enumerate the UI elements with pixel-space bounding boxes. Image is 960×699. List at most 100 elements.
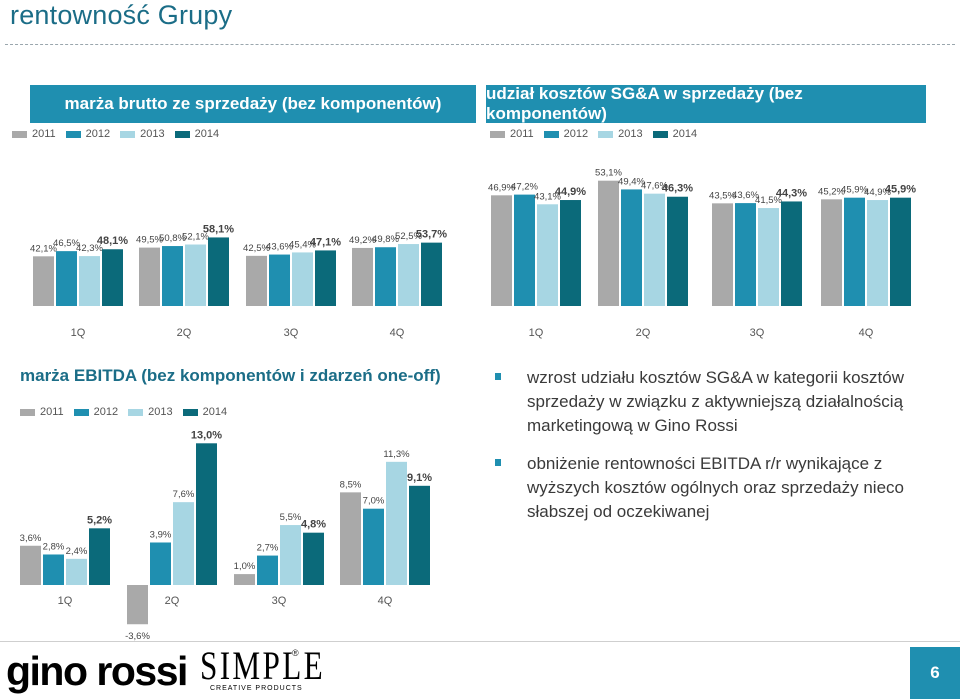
sga-bar-2014-1Q [560, 200, 581, 306]
sga-data-label: 53,1% [595, 168, 622, 179]
sga-bar-2013-3Q [758, 208, 779, 306]
legend-item-2013: 2013 [128, 406, 173, 418]
ebitda-data-label: 9,1% [407, 472, 432, 484]
legend-swatch [182, 408, 198, 416]
gross-category-label: 3Q [284, 327, 299, 339]
ebitda-category-label: 2Q [165, 595, 180, 607]
sga-data-label: 49,4% [618, 176, 645, 187]
legend-label: 2013 [140, 128, 165, 140]
legend-swatch [20, 408, 35, 416]
ebitda-bar-2012-3Q [257, 555, 278, 585]
gross-bar-2014-1Q [102, 249, 123, 306]
legend-label: 2012 [85, 128, 111, 140]
gross-data-label: 49,2% [349, 235, 376, 246]
legend-label: 2011 [40, 406, 64, 418]
bullet-text: wzrost udziału kosztów SG&A w kategorii … [527, 368, 904, 435]
gross-bar-2012-2Q [162, 246, 183, 306]
ebitda-bar-2012-2Q [150, 542, 171, 585]
ebitda-bar-2012-1Q [43, 554, 64, 585]
ebitda-data-label: 2,8% [43, 541, 65, 552]
ebitda-category-label: 4Q [378, 595, 393, 607]
legend-swatch [65, 130, 81, 138]
legend-label: 2011 [32, 128, 56, 140]
commentary: wzrost udziału kosztów SG&A w kategorii … [492, 366, 932, 538]
ebitda-bar-2013-1Q [66, 558, 87, 585]
ebitda-bar-2014-2Q [196, 443, 217, 585]
simple-logo: SIMPLE ® CREATIVE PRODUCTS [200, 646, 323, 696]
sga-bar-2014-4Q [890, 197, 911, 306]
legend-item-2012: 2012 [543, 128, 589, 140]
gross-data-label: 46,5% [53, 238, 80, 249]
legend-item-2011: 2011 [12, 128, 56, 140]
legend-swatch [490, 130, 505, 138]
ebitda-data-label: -3,6% [125, 631, 150, 642]
ebitda-bar-2014-1Q [89, 528, 110, 585]
gross-bar-2011-2Q [139, 247, 160, 306]
sga-bar-2011-4Q [821, 199, 842, 306]
page-number: 6 [910, 647, 960, 699]
sga-bar-2014-2Q [667, 196, 688, 306]
ebitda-data-label: 3,6% [20, 533, 42, 544]
legend-item-2013: 2013 [120, 128, 165, 140]
gross-bar-2011-1Q [33, 256, 54, 306]
gross-bar-2013-3Q [292, 252, 313, 306]
ebitda-category-label: 1Q [58, 595, 73, 607]
gross-data-label: 45,4% [289, 239, 316, 250]
sga-bar-2012-2Q [621, 189, 642, 306]
sga-data-label: 43,1% [534, 191, 561, 202]
ebitda-data-label: 4,8% [301, 519, 326, 531]
ebitda-data-label: 7,0% [363, 496, 385, 507]
gross-data-label: 42,3% [76, 243, 103, 254]
legend-item-2012: 2012 [65, 128, 111, 140]
gross-bar-2013-1Q [79, 256, 100, 306]
gross-margin-header: marża brutto ze sprzedaży (bez komponent… [30, 85, 476, 123]
gross-bar-2013-2Q [185, 244, 206, 306]
gino-rossi-logo: gino rossi [6, 648, 188, 694]
legend-label: 2014 [672, 128, 698, 140]
bullet-square-icon [495, 459, 501, 466]
footer-divider [0, 641, 960, 642]
gross-bar-2012-4Q [375, 247, 396, 306]
sga-data-label: 45,9% [885, 184, 916, 196]
legend-swatch [73, 408, 89, 416]
sga-bar-2013-1Q [537, 204, 558, 306]
gross-bar-2012-1Q [56, 251, 77, 306]
gross-data-label: 48,1% [97, 235, 128, 247]
ebitda-bar-2011-4Q [340, 492, 361, 585]
legend-swatch [128, 408, 144, 416]
gross-bar-2011-4Q [352, 247, 373, 306]
gross-category-label: 1Q [71, 327, 86, 339]
ebitda-margin-title: marża EBITDA (bez komponentów i zdarzeń … [20, 366, 441, 385]
gross-margin-legend: 2011 2012 2013 2014 [12, 128, 229, 140]
ebitda-data-label: 5,2% [87, 514, 112, 526]
legend-item-2014: 2014 [652, 128, 698, 140]
legend-label: 2014 [194, 128, 220, 140]
ebitda-data-label: 7,6% [173, 489, 195, 500]
legend-swatch [174, 130, 190, 138]
sga-data-label: 46,9% [488, 182, 515, 193]
sga-data-label: 41,5% [755, 195, 782, 206]
ebitda-data-label: 1,0% [234, 561, 256, 572]
legend-label: 2011 [510, 128, 534, 140]
legend-label: 2012 [563, 128, 589, 140]
legend-label: 2012 [93, 406, 119, 418]
legend-label: 2013 [618, 128, 643, 140]
ebitda-data-label: 5,5% [280, 512, 302, 523]
gross-bar-2014-4Q [421, 242, 442, 306]
sga-bar-2012-4Q [844, 197, 865, 306]
gross-data-label: 47,1% [310, 236, 341, 248]
gross-bar-2014-3Q [315, 250, 336, 306]
legend-label: 2014 [202, 406, 228, 418]
ebitda-data-label: 2,7% [257, 543, 279, 554]
legend-item-2012: 2012 [73, 406, 119, 418]
title-divider [5, 44, 955, 45]
gross-bar-2013-4Q [398, 244, 419, 306]
gross-category-label: 4Q [390, 327, 405, 339]
bullet-square-icon [495, 373, 501, 380]
sga-category-label: 1Q [529, 327, 544, 339]
legend-swatch [120, 130, 136, 138]
sga-category-label: 3Q [750, 327, 765, 339]
sga-bar-2012-3Q [735, 203, 756, 306]
sga-data-label: 46,3% [662, 183, 693, 195]
